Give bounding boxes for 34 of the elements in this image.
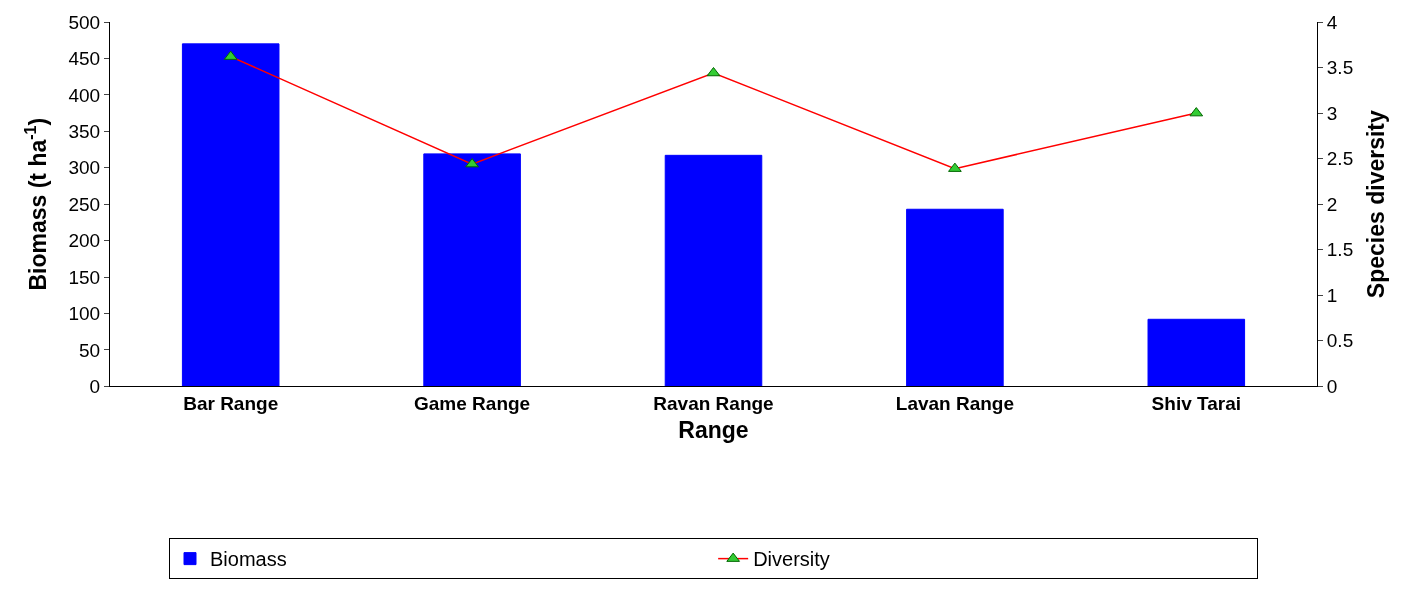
x-axis-title: Range <box>678 416 749 443</box>
legend-label: Diversity <box>753 548 830 571</box>
y-tick-label: 350 <box>68 120 101 142</box>
y2-tick-label: 1.5 <box>1326 239 1354 261</box>
y2-tick-label: 3.5 <box>1326 57 1354 79</box>
x-tick-label: Game Range <box>414 393 531 415</box>
y-tick-label: 50 <box>79 339 101 361</box>
bar <box>664 154 763 387</box>
y2-axis-title: Species diversity <box>1362 109 1389 299</box>
bar <box>906 208 1004 387</box>
y2-tick-label: 3 <box>1326 102 1338 124</box>
y-tick-label: 450 <box>68 48 101 70</box>
x-tick-label: Bar Range <box>183 393 279 415</box>
y-tick-label: 400 <box>68 84 101 106</box>
x-tick-label: Ravan Range <box>653 393 774 415</box>
y-tick-label: 0 <box>89 375 101 397</box>
legend-label: Biomass <box>210 548 287 571</box>
y2-tick-label: 2 <box>1326 193 1338 215</box>
bar <box>181 43 280 387</box>
y-tick-label: 100 <box>68 303 101 325</box>
y2-tick-label: 0.5 <box>1326 330 1354 352</box>
y-tick-label: 250 <box>68 193 101 215</box>
y-tick-label: 300 <box>68 157 101 179</box>
bar <box>423 153 521 387</box>
y2-tick-label: 4 <box>1326 11 1338 33</box>
y-tick-label: 200 <box>68 230 101 252</box>
x-tick-label: Lavan Range <box>895 393 1015 415</box>
y-tick-label: 150 <box>68 266 101 288</box>
y2-tick-label: 0 <box>1326 375 1338 397</box>
y-tick-label: 500 <box>68 11 101 33</box>
bar <box>1147 318 1246 387</box>
x-tick-label: Shiv Tarai <box>1151 393 1241 415</box>
y2-tick-label: 1 <box>1326 284 1338 306</box>
y2-tick-label: 2.5 <box>1326 148 1354 170</box>
